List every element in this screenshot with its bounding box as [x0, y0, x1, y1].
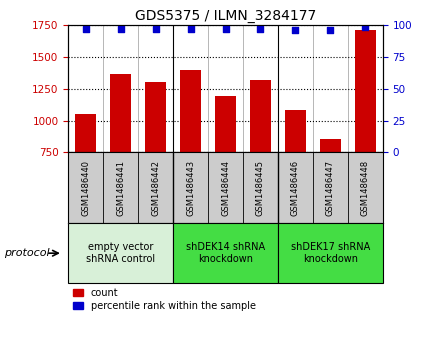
Bar — [68, 223, 173, 283]
Point — [222, 26, 229, 32]
Text: GSM1486447: GSM1486447 — [326, 160, 335, 216]
Point — [257, 26, 264, 32]
Text: GSM1486448: GSM1486448 — [361, 160, 370, 216]
Text: GSM1486446: GSM1486446 — [291, 160, 300, 216]
Legend: count, percentile rank within the sample: count, percentile rank within the sample — [73, 288, 256, 311]
Bar — [285, 110, 306, 152]
Text: protocol: protocol — [4, 248, 50, 258]
Point — [187, 26, 194, 32]
Bar — [215, 96, 236, 152]
Bar — [320, 139, 341, 152]
Point — [362, 24, 369, 29]
Text: GSM1486440: GSM1486440 — [81, 160, 90, 216]
Text: shDEK17 shRNA
knockdown: shDEK17 shRNA knockdown — [291, 242, 370, 264]
Bar — [173, 223, 278, 283]
Point — [327, 28, 334, 33]
Text: GSM1486443: GSM1486443 — [186, 160, 195, 216]
Bar — [250, 80, 271, 152]
Point — [82, 26, 89, 32]
Title: GDS5375 / ILMN_3284177: GDS5375 / ILMN_3284177 — [135, 9, 316, 23]
Text: empty vector
shRNA control: empty vector shRNA control — [86, 242, 155, 264]
Bar — [110, 74, 131, 152]
Point — [117, 26, 124, 32]
Point — [152, 26, 159, 32]
Text: GSM1486441: GSM1486441 — [116, 160, 125, 216]
Bar — [278, 223, 383, 283]
Text: GSM1486444: GSM1486444 — [221, 160, 230, 216]
Bar — [180, 70, 201, 152]
Point — [292, 28, 299, 33]
Bar — [75, 114, 96, 152]
Text: shDEK14 shRNA
knockdown: shDEK14 shRNA knockdown — [186, 242, 265, 264]
Text: GSM1486442: GSM1486442 — [151, 160, 160, 216]
Bar — [355, 30, 376, 152]
Bar — [145, 82, 166, 152]
Text: GSM1486445: GSM1486445 — [256, 160, 265, 216]
